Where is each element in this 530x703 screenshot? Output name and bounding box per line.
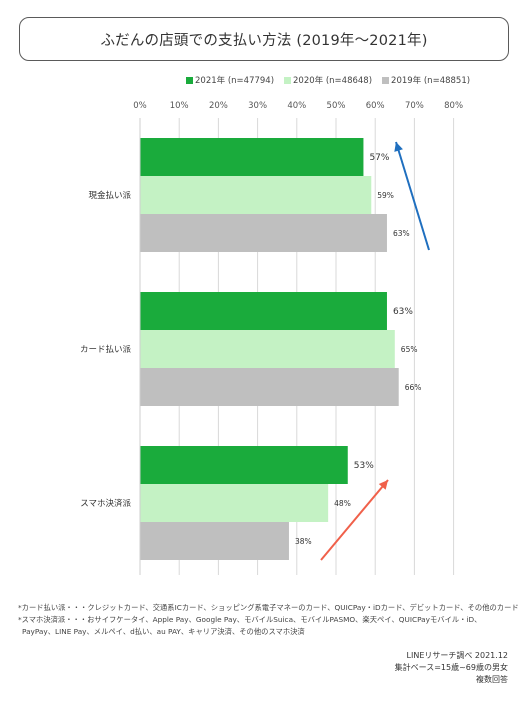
blue-arrow-head <box>394 142 403 152</box>
legend-item-2019: 2019年 (n=48851) <box>382 74 470 86</box>
bar <box>140 138 364 176</box>
source-line-2: 集計ベース=15歳~69歳の男女 <box>394 663 508 672</box>
bar <box>140 522 289 560</box>
data-label: 38% <box>295 537 312 546</box>
data-label: 66% <box>405 383 422 392</box>
bar <box>140 330 395 368</box>
data-label: 48% <box>334 499 351 508</box>
legend-label-2020: 2020年 (n=48648) <box>293 76 373 86</box>
source-note: LINEリサーチ調べ 2021.12 集計ベース=15歳~69歳の男女 複数回答 <box>395 650 508 686</box>
x-tick-label: 60% <box>366 101 385 111</box>
chart-title: ふだんの店頭での支払い方法 (2019年～2021年) <box>100 32 428 49</box>
category-label: スマホ決済派 <box>80 498 131 509</box>
legend-item-2020: 2020年 (n=48648) <box>284 74 372 86</box>
legend-label-2021: 2021年 (n=47794) <box>195 76 275 86</box>
footnote-smartphone-cont: PayPay、LINE Pay、メルペイ、d払い、au PAY、キャリア決済、そ… <box>22 627 305 637</box>
data-label: 53% <box>354 461 374 471</box>
legend-label-2019: 2019年 (n=48851) <box>391 76 471 86</box>
x-tick-label: 20% <box>209 101 228 111</box>
legend: 2021年 (n=47794) 2020年 (n=48648) 2019年 (n… <box>186 74 470 86</box>
x-tick-label: 80% <box>444 101 463 111</box>
x-tick-label: 30% <box>248 101 267 111</box>
legend-swatch-2019 <box>382 76 390 84</box>
x-tick-label: 70% <box>405 101 424 111</box>
bar <box>140 368 399 406</box>
title-box: ふだんの店頭での支払い方法 (2019年～2021年) <box>19 17 509 61</box>
source-line-1: LINEリサーチ調べ 2021.12 <box>406 651 508 660</box>
data-label: 65% <box>401 345 418 354</box>
footnotes: *カード払い派・・・クレジットカード、交通系ICカード、ショッピング系電子マネー… <box>18 602 519 639</box>
category-label: カード払い派 <box>80 344 132 355</box>
bar-chart: 0% 10% 20% 30% 40% 50% 60% 70% 80% 現金払い派 57% 59% 63%… <box>80 101 463 575</box>
data-label: 63% <box>393 307 413 317</box>
legend-swatch-2020 <box>284 76 292 84</box>
bar <box>140 214 387 252</box>
bar <box>140 446 348 484</box>
blue-arrow-shaft <box>395 141 430 251</box>
source-line-3: 複数回答 <box>476 675 508 684</box>
legend-swatch-2021 <box>186 76 193 84</box>
x-tick-label: 10% <box>170 101 189 111</box>
data-label: 63% <box>393 229 410 238</box>
legend-item-2021: 2021年 (n=47794) <box>186 74 274 86</box>
bar <box>140 176 372 214</box>
x-tick-label: 40% <box>287 101 306 111</box>
x-tick-label: 50% <box>327 101 346 111</box>
data-label: 57% <box>369 153 389 163</box>
x-tick-label: 0% <box>133 101 147 111</box>
footnote-card: *カード払い派・・・クレジットカード、交通系ICカード、ショッピング系電子マネー… <box>18 603 519 612</box>
bar <box>140 484 329 522</box>
footnote-smartphone: *スマホ決済派・・・おサイフケータイ、Apple Pay、Google Pay、… <box>18 615 482 625</box>
red-arrow-head <box>378 480 388 490</box>
bar <box>140 292 387 330</box>
category-label: 現金払い派 <box>88 190 131 201</box>
red-arrow-shaft <box>320 479 389 561</box>
data-label: 59% <box>377 191 394 200</box>
